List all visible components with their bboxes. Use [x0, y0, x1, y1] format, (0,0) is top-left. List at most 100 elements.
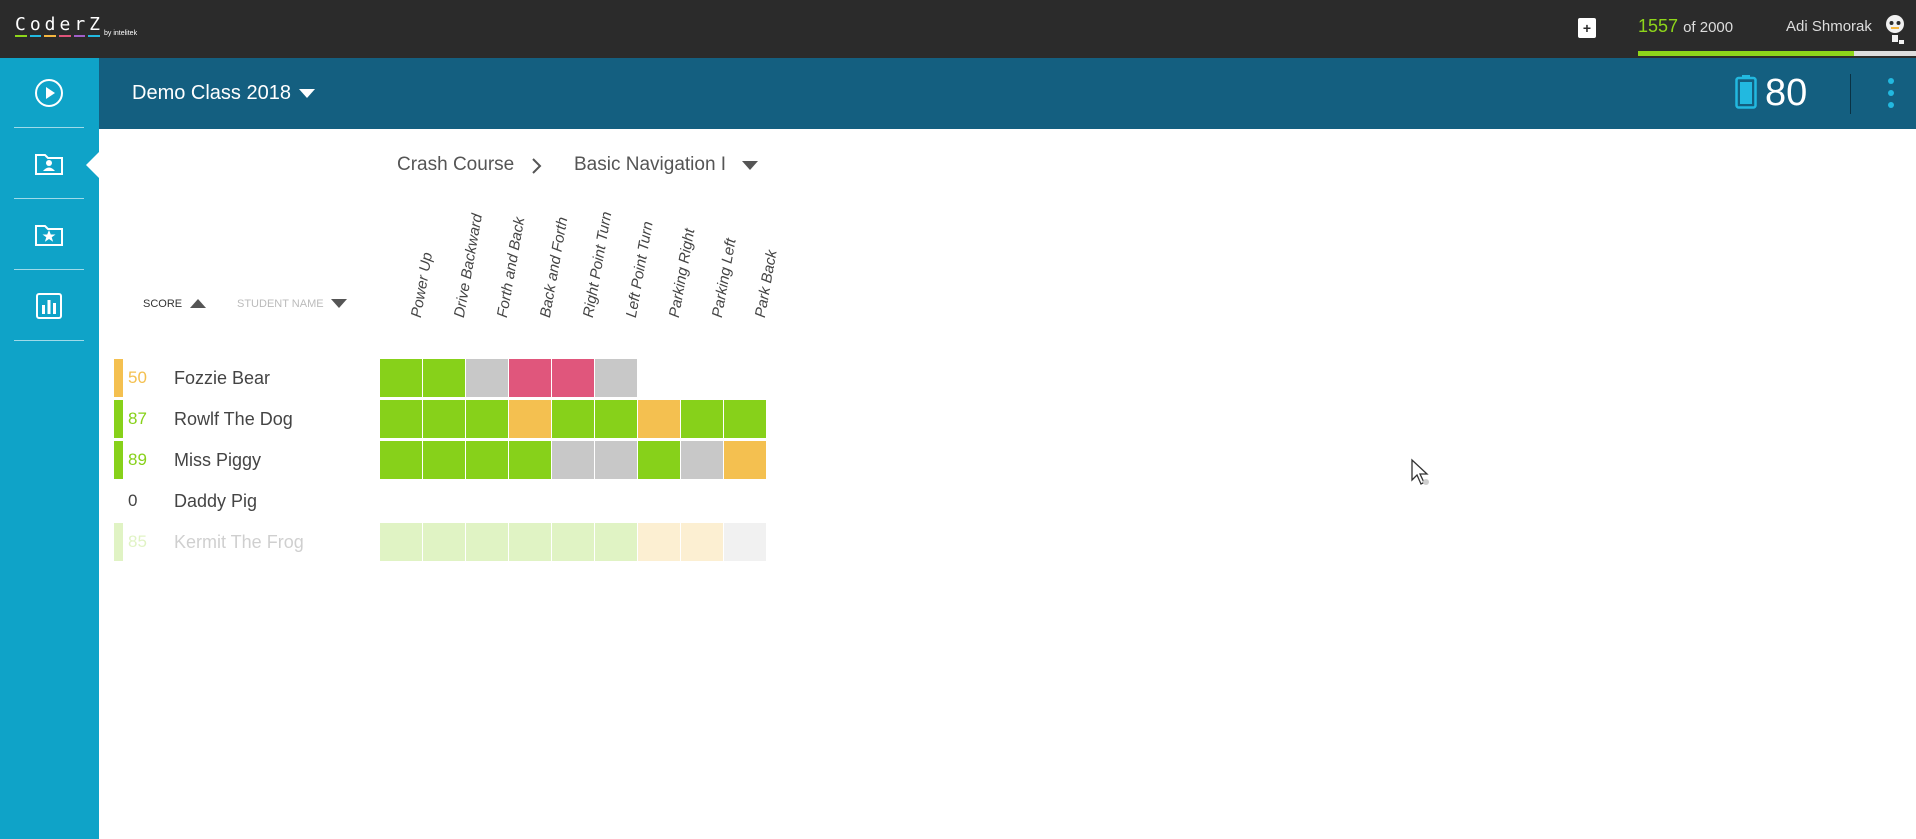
column-header[interactable]: Left Point Turn: [623, 220, 657, 319]
mission-cell[interactable]: [380, 441, 422, 479]
mission-cell[interactable]: [638, 441, 680, 479]
mission-cell[interactable]: [466, 441, 508, 479]
score-indicator-bar: [114, 359, 123, 397]
student-score: 50: [128, 368, 147, 387]
mission-cell[interactable]: [380, 400, 422, 438]
mission-cell[interactable]: [638, 400, 680, 438]
mission-cell[interactable]: [552, 400, 594, 438]
column-header[interactable]: Power Up: [408, 251, 437, 319]
student-row[interactable]: 0 Daddy Pig: [114, 482, 774, 520]
student-score: 87: [128, 409, 147, 428]
play-icon: [35, 78, 63, 107]
breadcrumb-course[interactable]: Crash Course: [397, 154, 515, 175]
score-indicator-bar: [114, 441, 123, 479]
column-header[interactable]: Back and Forth: [537, 215, 572, 319]
mission-progress-cells: [380, 482, 766, 520]
points-progress-fill: [1638, 51, 1855, 56]
mission-cell[interactable]: [681, 400, 723, 438]
sort-by-score[interactable]: SCORE: [143, 298, 183, 310]
column-header[interactable]: Parking Left: [709, 237, 740, 319]
column-header[interactable]: Parking Right: [666, 227, 699, 319]
mission-cell: [466, 482, 508, 520]
mission-cell[interactable]: [380, 523, 422, 561]
student-score: 89: [128, 450, 147, 469]
mission-cell: [595, 482, 637, 520]
user-name[interactable]: Adi Shmorak: [1786, 18, 1872, 35]
mission-cell[interactable]: [681, 523, 723, 561]
mission-cell: [724, 359, 766, 397]
sidebar-item-reports[interactable]: [14, 271, 84, 341]
breadcrumb-mission[interactable]: Basic Navigation I: [574, 154, 727, 175]
mission-cell[interactable]: [423, 359, 465, 397]
class-dropdown-caret-icon[interactable]: [299, 89, 315, 98]
student-name[interactable]: Rowlf The Dog: [174, 409, 293, 429]
column-header[interactable]: Drive Backward: [451, 212, 486, 319]
sidebar-active-indicator: [86, 152, 99, 178]
header-divider: [1850, 74, 1851, 114]
plus-badge-icon[interactable]: +: [1578, 18, 1596, 38]
student-name[interactable]: Fozzie Bear: [174, 368, 271, 388]
column-header[interactable]: Forth and Back: [494, 215, 529, 319]
column-header[interactable]: Right Point Turn: [580, 210, 616, 319]
mission-cell[interactable]: [423, 400, 465, 438]
mission-cell[interactable]: [552, 359, 594, 397]
mission-cell[interactable]: [595, 400, 637, 438]
mission-cell[interactable]: [724, 523, 766, 561]
column-header[interactable]: Park Back: [752, 248, 781, 319]
student-row[interactable]: 89 Miss Piggy: [114, 441, 774, 479]
mission-cell[interactable]: [552, 523, 594, 561]
mission-cell[interactable]: [724, 400, 766, 438]
sidebar-item-favorites[interactable]: [14, 200, 84, 270]
mission-cell: [423, 482, 465, 520]
logo-color-bar: [15, 35, 27, 37]
chart-icon: [36, 292, 62, 319]
mission-cell[interactable]: [638, 523, 680, 561]
mission-cell[interactable]: [509, 359, 551, 397]
mission-cell: [380, 482, 422, 520]
sort-by-student-name[interactable]: STUDENT NAME: [237, 298, 324, 310]
mission-cell[interactable]: [552, 441, 594, 479]
student-row[interactable]: 85 Kermit The Frog: [114, 523, 774, 561]
points-counter: 1557 of 2000: [1638, 16, 1733, 37]
mission-cell[interactable]: [595, 359, 637, 397]
mission-cell[interactable]: [595, 441, 637, 479]
more-options-icon[interactable]: [1881, 76, 1901, 110]
student-name[interactable]: Miss Piggy: [174, 450, 262, 470]
mission-cell: [681, 359, 723, 397]
mission-dropdown-caret-icon[interactable]: [742, 161, 758, 170]
mission-cell[interactable]: [509, 441, 551, 479]
sort-ascending-icon[interactable]: [190, 299, 206, 308]
coderz-logo[interactable]: CoderZ: [15, 14, 105, 35]
sidebar-item-classes[interactable]: [14, 129, 84, 199]
student-name[interactable]: Daddy Pig: [174, 491, 258, 511]
sort-descending-icon[interactable]: [331, 299, 347, 308]
star-folder-icon: [35, 224, 63, 246]
class-folder-icon: [35, 153, 63, 175]
mission-cell[interactable]: [423, 523, 465, 561]
score-indicator-bar: [114, 400, 123, 438]
student-row[interactable]: 50 Fozzie Bear: [114, 359, 774, 397]
mouse-cursor-icon: [1411, 458, 1429, 485]
mission-cell[interactable]: [466, 400, 508, 438]
sidebar-item-play[interactable]: [14, 58, 84, 128]
mission-cell[interactable]: [509, 400, 551, 438]
mission-cell[interactable]: [724, 441, 766, 479]
class-title[interactable]: Demo Class 2018: [132, 82, 291, 104]
mission-cell[interactable]: [466, 359, 508, 397]
logo-byline: by intelitek: [104, 30, 138, 37]
mission-cell[interactable]: [466, 523, 508, 561]
mission-progress-cells: [380, 441, 766, 479]
points-total: of 2000: [1683, 19, 1734, 36]
mission-cell[interactable]: [380, 359, 422, 397]
logo-color-bars: [15, 35, 101, 38]
student-score: 85: [128, 532, 147, 551]
robot-avatar-icon[interactable]: [1884, 14, 1906, 46]
mission-cell[interactable]: [595, 523, 637, 561]
mission-cell[interactable]: [423, 441, 465, 479]
points-current: 1557: [1638, 16, 1679, 36]
mission-cell[interactable]: [509, 523, 551, 561]
student-row[interactable]: 87 Rowlf The Dog: [114, 400, 774, 438]
mission-cell[interactable]: [681, 441, 723, 479]
student-name[interactable]: Kermit The Frog: [174, 532, 304, 552]
mission-cell: [681, 482, 723, 520]
